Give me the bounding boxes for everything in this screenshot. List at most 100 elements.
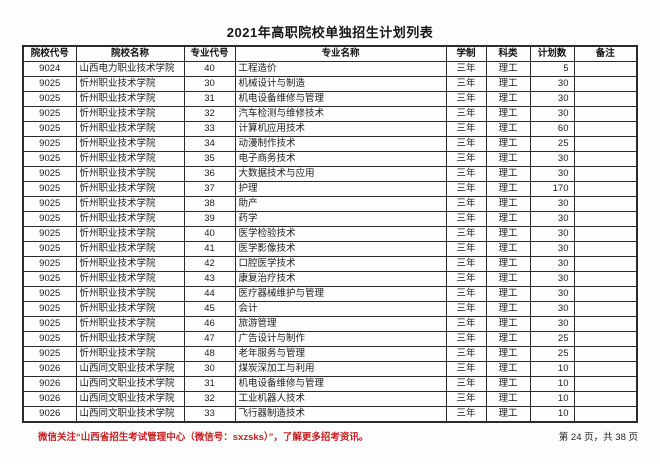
- cell-duration: 三年: [445, 331, 487, 347]
- cell-remark: [573, 241, 638, 257]
- cell-college-name: 忻州职业技术学院: [75, 121, 185, 137]
- cell-remark: [573, 316, 638, 332]
- cell-college-name: 忻州职业技术学院: [75, 181, 185, 197]
- table-row: 9025 忻州职业技术学院 36 大数据技术与应用 三年 理工 30: [22, 166, 638, 182]
- table-header-row: 院校代号 院校名称 专业代号 专业名称 学制 科类 计划数 备注: [22, 45, 638, 62]
- cell-plan-count: 60: [529, 121, 575, 137]
- cell-major-code: 43: [183, 271, 236, 287]
- cell-major-code: 30: [183, 76, 236, 92]
- cell-plan-count: 30: [529, 211, 575, 227]
- cell-remark: [573, 376, 638, 392]
- cell-category: 理工: [485, 76, 531, 92]
- cell-major-code: 31: [183, 91, 236, 107]
- table-row: 9025 忻州职业技术学院 48 老年服务与管理 三年 理工 25: [22, 346, 638, 362]
- cell-college-code: 9025: [22, 226, 77, 242]
- table-row: 9025 忻州职业技术学院 42 口腔医学技术 三年 理工 30: [22, 256, 638, 272]
- cell-major-name: 老年服务与管理: [234, 346, 447, 362]
- cell-plan-count: 30: [529, 151, 575, 167]
- cell-plan-count: 30: [529, 91, 575, 107]
- cell-major-name: 汽车检测与维修技术: [234, 106, 447, 122]
- cell-plan-count: 30: [529, 226, 575, 242]
- cell-duration: 三年: [445, 406, 487, 423]
- cell-college-name: 忻州职业技术学院: [75, 331, 185, 347]
- cell-duration: 三年: [445, 376, 487, 392]
- cell-college-name: 忻州职业技术学院: [75, 301, 185, 317]
- cell-plan-count: 10: [529, 376, 575, 392]
- cell-duration: 三年: [445, 91, 487, 107]
- cell-category: 理工: [485, 346, 531, 362]
- table-row: 9025 忻州职业技术学院 43 康复治疗技术 三年 理工 30: [22, 271, 638, 287]
- cell-major-code: 47: [183, 331, 236, 347]
- cell-plan-count: 5: [529, 61, 575, 77]
- cell-category: 理工: [485, 91, 531, 107]
- cell-category: 理工: [485, 121, 531, 137]
- cell-major-name: 机电设备维修与管理: [234, 91, 447, 107]
- cell-major-code: 41: [183, 241, 236, 257]
- cell-college-code: 9025: [22, 181, 77, 197]
- cell-duration: 三年: [445, 346, 487, 362]
- cell-duration: 三年: [445, 256, 487, 272]
- cell-college-code: 9025: [22, 196, 77, 212]
- cell-category: 理工: [485, 391, 531, 407]
- cell-college-code: 9025: [22, 136, 77, 152]
- cell-remark: [573, 196, 638, 212]
- cell-college-code: 9025: [22, 121, 77, 137]
- cell-major-code: 46: [183, 316, 236, 332]
- cell-major-code: 31: [183, 376, 236, 392]
- cell-plan-count: 30: [529, 196, 575, 212]
- cell-category: 理工: [485, 136, 531, 152]
- column-header-duration: 学制: [445, 45, 487, 62]
- cell-major-name: 旅游管理: [234, 316, 447, 332]
- cell-college-name: 忻州职业技术学院: [75, 211, 185, 227]
- table-row: 9026 山西同文职业技术学院 33 飞行器制造技术 三年 理工 10: [22, 406, 638, 423]
- cell-category: 理工: [485, 301, 531, 317]
- cell-remark: [573, 106, 638, 122]
- cell-college-name: 忻州职业技术学院: [75, 226, 185, 242]
- cell-plan-count: 30: [529, 166, 575, 182]
- cell-major-code: 42: [183, 256, 236, 272]
- cell-college-code: 9025: [22, 91, 77, 107]
- cell-category: 理工: [485, 316, 531, 332]
- cell-duration: 三年: [445, 271, 487, 287]
- table-body: 9024 山西电力职业技术学院 40 工程造价 三年 理工 5 9025 忻州职业技术学院 30 机…: [22, 61, 638, 423]
- cell-college-code: 9025: [22, 151, 77, 167]
- table-row: 9025 忻州职业技术学院 37 护理 三年 理工 170: [22, 181, 638, 197]
- cell-duration: 三年: [445, 136, 487, 152]
- cell-major-name: 工业机器人技术: [234, 391, 447, 407]
- cell-category: 理工: [485, 151, 531, 167]
- column-header-remark: 备注: [573, 45, 638, 62]
- cell-major-name: 电子商务技术: [234, 151, 447, 167]
- cell-college-name: 忻州职业技术学院: [75, 316, 185, 332]
- cell-duration: 三年: [445, 61, 487, 77]
- cell-major-code: 38: [183, 196, 236, 212]
- cell-major-name: 计算机应用技术: [234, 121, 447, 137]
- cell-major-name: 医学影像技术: [234, 241, 447, 257]
- cell-college-name: 忻州职业技术学院: [75, 91, 185, 107]
- cell-major-code: 39: [183, 211, 236, 227]
- cell-college-code: 9026: [22, 361, 77, 377]
- cell-duration: 三年: [445, 241, 487, 257]
- cell-remark: [573, 391, 638, 407]
- table-row: 9025 忻州职业技术学院 40 医学检验技术 三年 理工 30: [22, 226, 638, 242]
- cell-remark: [573, 331, 638, 347]
- cell-category: 理工: [485, 376, 531, 392]
- cell-major-name: 医疗器械维护与管理: [234, 286, 447, 302]
- cell-duration: 三年: [445, 316, 487, 332]
- cell-remark: [573, 91, 638, 107]
- cell-duration: 三年: [445, 391, 487, 407]
- cell-major-code: 32: [183, 391, 236, 407]
- cell-major-name: 药学: [234, 211, 447, 227]
- cell-major-code: 30: [183, 361, 236, 377]
- cell-category: 理工: [485, 256, 531, 272]
- cell-category: 理工: [485, 211, 531, 227]
- cell-remark: [573, 151, 638, 167]
- cell-duration: 三年: [445, 151, 487, 167]
- cell-remark: [573, 181, 638, 197]
- cell-college-name: 忻州职业技术学院: [75, 166, 185, 182]
- cell-plan-count: 10: [529, 391, 575, 407]
- cell-major-code: 40: [183, 61, 236, 77]
- cell-category: 理工: [485, 271, 531, 287]
- cell-duration: 三年: [445, 106, 487, 122]
- cell-category: 理工: [485, 61, 531, 77]
